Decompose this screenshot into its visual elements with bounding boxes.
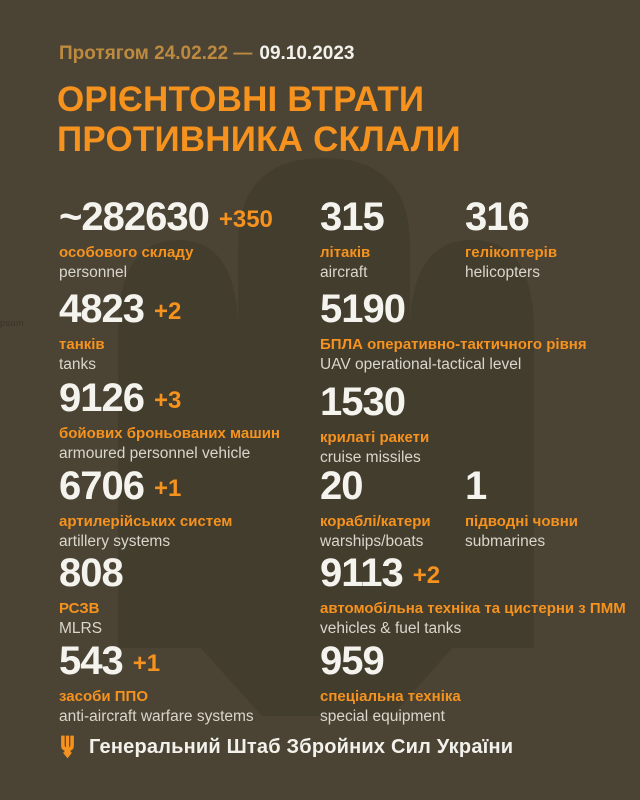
stat-value: 1 <box>465 464 487 508</box>
period-line: Протягом 24.02.22 — 09.10.2023 <box>59 44 354 63</box>
stat-delta: +3 <box>153 386 182 414</box>
stat-value: 808 <box>59 551 124 595</box>
stat-label-ua: спеціальна техніка <box>320 688 461 705</box>
stat-label-en: vehicles & fuel tanks <box>320 620 462 638</box>
stat-aircraft: 315 літаків aircraft <box>320 195 385 282</box>
stat-value: 20 <box>320 464 363 508</box>
stat-label-ua: крилаті ракети <box>320 429 430 446</box>
stat-label-ua: гелікоптерів <box>465 244 558 261</box>
stat-label-en: anti-aircraft warfare systems <box>59 708 254 726</box>
stat-mlrs: 808 РСЗВ MLRS <box>59 551 124 638</box>
stat-anti-aircraft: 543 +1 засоби ППО anti-aircraft warfare s… <box>59 641 254 726</box>
stat-label-ua: підводні човни <box>465 513 579 530</box>
stat-label-ua: танків <box>59 336 105 353</box>
stat-delta: +1 <box>153 474 182 502</box>
stat-warships: 20 кораблі/катери warships/boats <box>320 466 431 551</box>
stat-artillery: 6706 +1 артилерійських систем artillery s… <box>59 466 232 551</box>
stat-special-equipment: 959 спеціальна техніка special equipment <box>320 641 461 726</box>
stat-value: 1530 <box>320 380 406 424</box>
stat-tanks: 4823 +2 танків tanks <box>59 289 181 374</box>
stat-value: 4823 <box>59 287 145 331</box>
footer: Генеральний Штаб Збройних Сил України <box>59 735 513 759</box>
stat-label-ua: особового складу <box>59 244 194 261</box>
stat-value: 9113 <box>320 551 404 595</box>
report-date: 09.10.2023 <box>259 43 355 64</box>
stat-label-en: warships/boats <box>320 533 424 551</box>
stat-value: 9126 <box>59 376 145 420</box>
title-line-2: ПРОТИВНИКА СКЛАЛИ <box>57 119 461 159</box>
stat-label-en: artillery systems <box>59 533 171 551</box>
stat-label-en: UAV operational-tactical level <box>320 356 522 374</box>
stat-vehicles-fuel-tanks: 9113 +2 автомобільна техніка та цистерни … <box>320 553 626 638</box>
footer-source-text: Генеральний Штаб Збройних Сил України <box>89 735 514 758</box>
stat-label-ua: автомобільна техніка та цистерни з ПММ <box>320 600 626 617</box>
stat-value: 543 <box>59 639 124 683</box>
stat-personnel: ~282630 +350 особового складу personnel <box>59 197 273 282</box>
stat-label-en: personnel <box>59 264 128 282</box>
stat-label-en: tanks <box>59 356 97 374</box>
stat-value: 316 <box>465 195 530 239</box>
tryzub-icon <box>59 735 76 759</box>
stat-delta: +350 <box>218 205 273 233</box>
stat-value: 959 <box>320 639 385 683</box>
stat-delta: +1 <box>132 649 161 677</box>
stat-submarines: 1 підводні човни submarines <box>465 466 578 551</box>
stat-delta: +2 <box>153 297 182 325</box>
stat-cruise-missiles: 1530 крилаті ракети cruise missiles <box>320 382 429 467</box>
period-prefix: Протягом 24.02.22 — <box>59 43 253 64</box>
stat-delta: +2 <box>412 561 441 589</box>
stat-label-ua: літаків <box>320 244 371 261</box>
stat-label-en: MLRS <box>59 620 103 638</box>
stat-label-en: helicopters <box>465 264 540 282</box>
stat-uav: 5190 БПЛА оперативно-тактичного рівня UA… <box>320 289 587 374</box>
title-line-1: ОРІЄНТОВНІ ВТРАТИ <box>57 80 425 119</box>
page-title: ОРІЄНТОВНІ ВТРАТИ ПРОТИВНИКА СКЛАЛИ <box>57 80 461 160</box>
stat-helicopters: 316 гелікоптерів helicopters <box>465 197 557 282</box>
stat-label-ua: засоби ППО <box>59 688 148 705</box>
stat-label-ua: кораблі/катери <box>320 513 431 530</box>
stat-armoured-vehicles: 9126 +3 бойових броньованих машин armoure… <box>59 378 280 463</box>
stat-value: 6706 <box>59 464 145 508</box>
stat-label-en: special equipment <box>320 708 445 726</box>
stat-value: 315 <box>320 195 385 239</box>
stat-value: ~282630 <box>59 195 210 239</box>
stat-value: 5190 <box>320 287 406 331</box>
stat-label-en: submarines <box>465 533 546 551</box>
stat-label-ua: РСЗВ <box>59 600 100 617</box>
edge-watermark-text: psum <box>0 318 25 328</box>
stat-label-ua: артилерійських систем <box>59 513 233 530</box>
stat-label-en: armoured personnel vehicle <box>59 445 251 463</box>
stat-label-en: aircraft <box>320 264 368 282</box>
stat-label-ua: БПЛА оперативно-тактичного рівня <box>320 336 587 353</box>
stat-label-ua: бойових броньованих машин <box>59 425 280 442</box>
stat-label-en: cruise missiles <box>320 449 421 467</box>
